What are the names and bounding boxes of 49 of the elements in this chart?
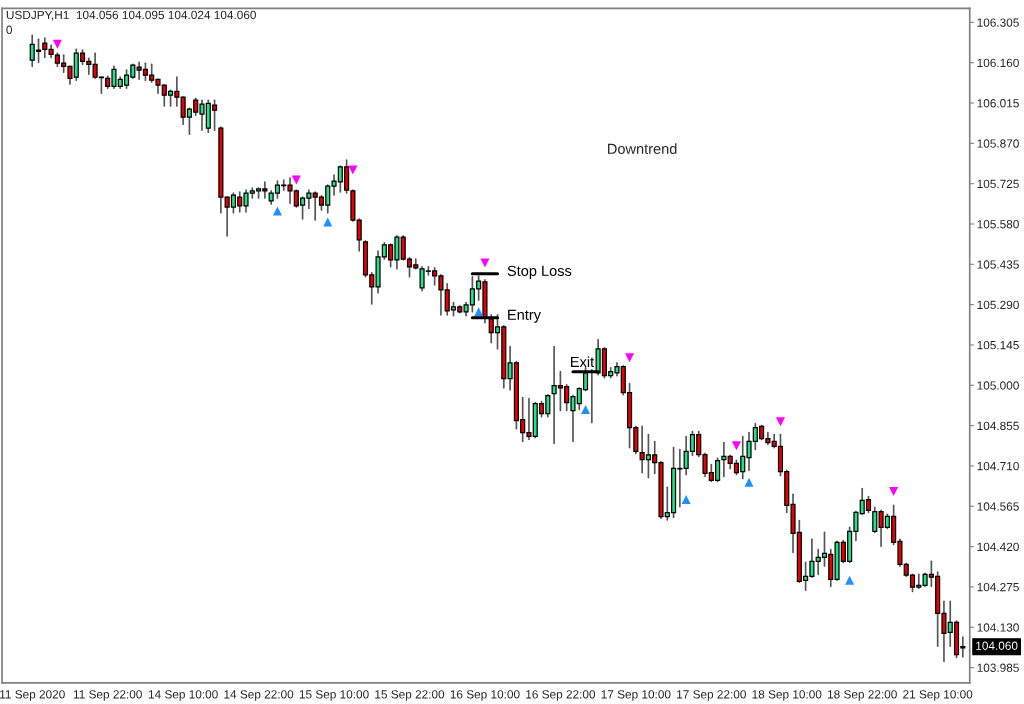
x-tick-label: 18 Sep 10:00: [752, 690, 822, 701]
y-tick-label: 105.145: [977, 341, 1019, 350]
text: 0: [6, 25, 13, 34]
y-tick-label: 104.420: [977, 542, 1019, 551]
point: [845, 575, 855, 585]
y-tick-label: 106.305: [977, 18, 1019, 27]
y-tick-label: 104.275: [977, 582, 1019, 592]
y-tick-label: 104.565: [977, 502, 1019, 511]
y-tick-label: 104.710: [977, 461, 1019, 471]
y-tick-label: 103.985: [977, 663, 1019, 672]
point: [52, 39, 62, 49]
x-tick-label: 16 Sep 22:00: [526, 690, 596, 701]
x-tick-label: 11 Sep 22:00: [73, 690, 142, 701]
point: [480, 258, 490, 268]
text: 104.060: [976, 641, 1018, 650]
point: [581, 404, 591, 415]
point: [744, 477, 754, 487]
annotation: Downtrend: [608, 143, 677, 154]
x-tick-label: 21 Sep 10:00: [903, 690, 973, 701]
series-label: Entry: [508, 309, 541, 323]
x-tick-label: 15 Sep 22:00: [375, 690, 445, 701]
candlestick: [721, 441, 727, 478]
chart-title: USDJPY,H1 104.056 104.095 104.024 104.060: [6, 10, 256, 21]
series-label: Exit: [571, 356, 595, 368]
y-tick-label: 105.870: [977, 139, 1019, 148]
series-label: Stop Loss: [507, 265, 572, 279]
y-tick-label: 104.130: [977, 623, 1019, 632]
x-tick-label: 14 Sep 10:00: [148, 690, 218, 701]
y-tick-label: 104.855: [977, 421, 1019, 431]
y-tick-label: 105.290: [977, 300, 1019, 310]
x-tick-label: 14 Sep 22:00: [224, 690, 294, 701]
y-tick-label: 105.000: [977, 381, 1019, 390]
x-tick-label: 17 Sep 10:00: [601, 690, 671, 701]
y-tick-label: 105.725: [977, 179, 1019, 189]
point: [625, 353, 635, 363]
point: [775, 417, 785, 427]
x-tick-label: 15 Sep 10:00: [299, 690, 369, 701]
y-tick-label: 105.435: [977, 260, 1019, 269]
y-tick-label: 105.580: [977, 220, 1019, 229]
x-tick-label: 11 Sep 2020: [0, 690, 65, 701]
x-tick-label: 16 Sep 10:00: [450, 690, 520, 701]
x-tick-label: 17 Sep 22:00: [677, 690, 746, 701]
y-tick-label: 106.015: [977, 99, 1019, 108]
point: [681, 495, 691, 505]
point: [731, 441, 741, 451]
x-tick-label: 18 Sep 22:00: [827, 690, 897, 701]
point: [889, 487, 899, 497]
point: [323, 217, 333, 227]
y-tick-label: 106.160: [977, 58, 1019, 68]
